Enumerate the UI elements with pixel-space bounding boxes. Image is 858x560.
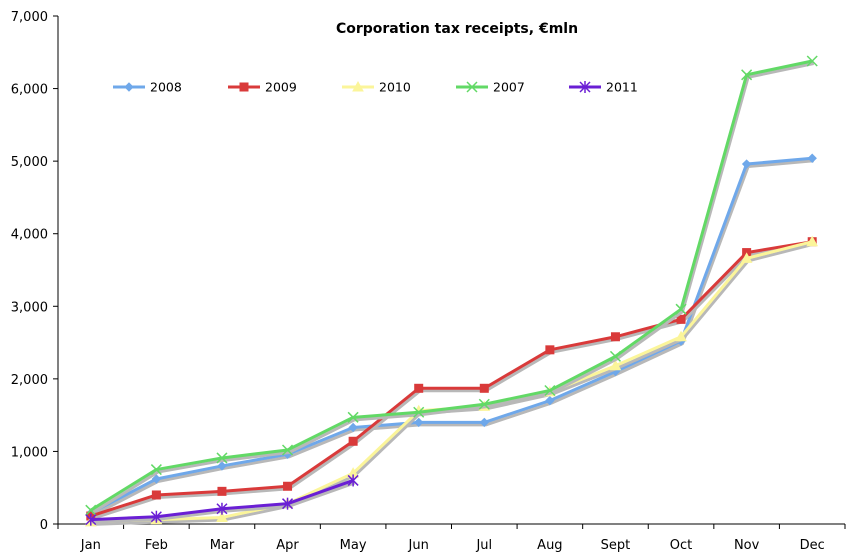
data-point	[741, 69, 753, 81]
data-point	[675, 303, 687, 315]
x-tick-label: Nov	[734, 538, 760, 553]
data-point	[806, 235, 819, 247]
x-tick-label: Jan	[80, 538, 101, 553]
x-tick-label: Mar	[210, 538, 235, 553]
legend-label: 2010	[379, 80, 411, 95]
data-point	[150, 464, 162, 476]
x-tick-label: Dec	[800, 538, 825, 553]
x-tick-label: Feb	[145, 538, 168, 553]
data-point	[807, 153, 817, 163]
data-point	[544, 384, 556, 396]
legend-marker	[579, 81, 591, 93]
data-point	[414, 383, 424, 393]
data-point	[740, 252, 753, 263]
y-tick-label: 4,000	[11, 228, 48, 243]
series-layer	[84, 55, 819, 527]
x-tick-label: Jun	[408, 538, 429, 553]
data-point	[609, 359, 622, 371]
data-point	[151, 490, 161, 500]
data-point	[347, 411, 359, 423]
y-tick-label: 1,000	[11, 445, 48, 460]
data-point	[217, 486, 227, 496]
x-tick-label: May	[340, 538, 367, 553]
data-point	[347, 474, 359, 487]
y-tick-label: 7,000	[11, 10, 48, 25]
chart-title: Corporation tax receipts, €mln	[336, 21, 578, 37]
legend-marker	[239, 82, 249, 92]
data-point	[85, 513, 97, 526]
axes: 0 1,000 2,000 3,000 4,000 5,000 6,000 7,000 Jan F…	[11, 10, 846, 553]
legend-label: 2007	[493, 80, 525, 95]
x-tick-label: Aug	[537, 538, 562, 553]
data-point	[150, 510, 162, 523]
data-point	[85, 504, 97, 516]
data-point	[478, 398, 490, 410]
series-line-shadow	[91, 159, 814, 517]
data-point	[675, 330, 687, 342]
data-point	[479, 383, 489, 393]
legend-marker	[466, 81, 478, 93]
series-2011	[85, 474, 359, 526]
data-point	[216, 452, 228, 464]
legend-item-2011: 2011	[569, 80, 638, 95]
x-tick-label: Apr	[276, 538, 299, 553]
data-point	[282, 497, 294, 510]
series-line	[90, 240, 813, 518]
series-line-shadow	[92, 242, 815, 526]
series-line-shadow	[91, 62, 815, 514]
legend-item-2007: 2007	[456, 80, 525, 95]
legend-marker	[124, 82, 134, 92]
data-point	[216, 502, 228, 515]
data-point	[610, 332, 620, 342]
legend-label: 2011	[606, 80, 638, 95]
data-point	[217, 461, 227, 471]
y-tick-label: 6,000	[11, 83, 48, 98]
data-point	[479, 417, 489, 428]
y-tick-label: 3,000	[11, 300, 48, 315]
data-point	[348, 422, 358, 433]
data-point	[216, 511, 228, 522]
legend: 2008 2009 2010 2007 2011	[113, 80, 638, 95]
legend-label: 2008	[150, 80, 182, 95]
data-point	[414, 417, 424, 428]
data-point	[348, 436, 358, 446]
x-tick-label: Sept	[601, 538, 631, 553]
x-tick-label: Jul	[475, 538, 492, 553]
data-point	[609, 350, 621, 362]
series-line	[90, 156, 813, 515]
data-point	[282, 444, 294, 456]
y-tick-label: 0	[40, 518, 48, 533]
data-point	[283, 481, 293, 491]
y-tick-label: 2,000	[11, 373, 48, 388]
y-tick-label: 5,000	[11, 155, 48, 170]
legend-item-2009: 2009	[228, 80, 297, 95]
data-point	[676, 314, 686, 324]
legend-label: 2009	[265, 80, 297, 95]
data-point	[545, 395, 555, 406]
legend-item-2010: 2010	[342, 80, 411, 95]
data-point	[151, 474, 162, 484]
data-point	[741, 159, 752, 169]
legend-item-2008: 2008	[113, 80, 182, 95]
data-point	[413, 406, 425, 418]
series-2007	[85, 55, 818, 516]
series-line	[90, 59, 813, 512]
data-point	[545, 345, 555, 355]
legend-marker	[352, 80, 364, 92]
series-line-shadow	[91, 242, 814, 520]
x-tick-label: Oct	[670, 538, 692, 553]
data-point	[806, 55, 818, 67]
